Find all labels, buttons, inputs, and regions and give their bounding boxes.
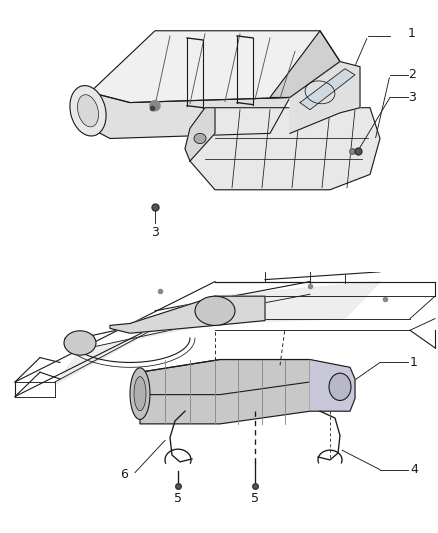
Text: 5: 5 (174, 492, 182, 505)
Polygon shape (140, 360, 310, 394)
Ellipse shape (329, 373, 351, 400)
Circle shape (150, 101, 160, 111)
Ellipse shape (134, 377, 146, 411)
Text: 3: 3 (408, 91, 416, 104)
Text: 4: 4 (410, 463, 418, 476)
Ellipse shape (130, 368, 150, 419)
Polygon shape (290, 61, 360, 133)
Polygon shape (90, 31, 340, 102)
Polygon shape (140, 360, 310, 424)
Polygon shape (190, 108, 380, 190)
Polygon shape (185, 108, 215, 161)
Polygon shape (110, 296, 265, 333)
Polygon shape (55, 281, 380, 385)
Text: 3: 3 (151, 227, 159, 239)
Ellipse shape (195, 296, 235, 326)
Polygon shape (310, 360, 355, 411)
Ellipse shape (194, 133, 206, 143)
Text: 1: 1 (410, 356, 418, 369)
Text: 5: 5 (251, 492, 259, 505)
Polygon shape (300, 69, 355, 110)
Ellipse shape (64, 331, 96, 355)
Ellipse shape (70, 86, 106, 136)
Text: 6: 6 (120, 468, 128, 481)
Ellipse shape (78, 95, 99, 127)
Text: 2: 2 (408, 68, 416, 82)
Text: 1: 1 (408, 27, 416, 41)
Polygon shape (270, 31, 340, 98)
Polygon shape (75, 92, 290, 139)
